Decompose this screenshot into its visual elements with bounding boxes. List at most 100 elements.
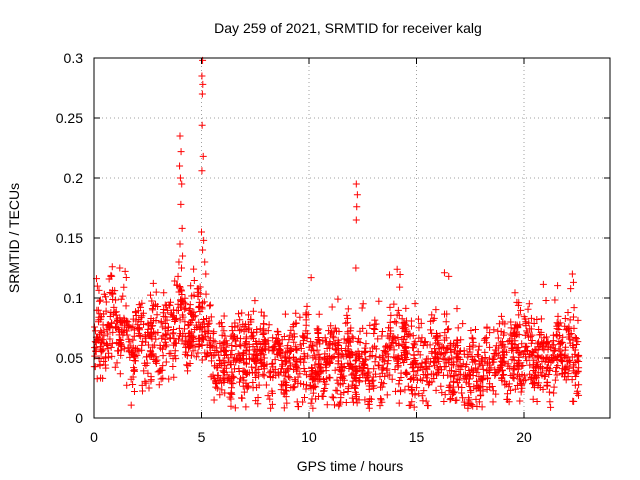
data-point [114, 325, 122, 333]
data-point [242, 403, 250, 411]
data-point [443, 326, 451, 334]
data-point [489, 398, 497, 406]
data-point [148, 322, 156, 330]
data-point [376, 353, 384, 361]
data-point [379, 354, 387, 362]
data-point [339, 380, 347, 388]
data-point [566, 316, 574, 324]
data-point [187, 351, 195, 359]
data-point [351, 357, 359, 365]
data-point [483, 339, 491, 347]
data-point [366, 348, 374, 356]
data-point [329, 394, 337, 402]
data-point [302, 371, 310, 379]
data-point [213, 384, 221, 392]
data-point [572, 372, 580, 380]
data-point [251, 346, 259, 354]
data-point [175, 288, 183, 296]
data-point [190, 313, 198, 321]
data-point [139, 337, 147, 345]
data-point [91, 338, 99, 346]
data-point [554, 312, 562, 320]
data-point [343, 311, 351, 319]
data-point [185, 321, 193, 329]
data-point [468, 352, 476, 360]
data-point [292, 309, 300, 317]
data-point [198, 228, 205, 236]
data-point [366, 380, 374, 388]
data-point [345, 337, 353, 345]
data-point [447, 395, 455, 403]
data-point [467, 387, 475, 395]
data-point [462, 378, 470, 386]
data-point [113, 315, 121, 323]
data-point [499, 371, 507, 379]
data-point [307, 274, 315, 282]
data-point [478, 361, 486, 369]
data-point [201, 258, 209, 266]
data-point [388, 375, 396, 383]
data-point [135, 301, 143, 309]
data-point [508, 344, 516, 352]
data-point [468, 401, 476, 409]
data-point [255, 381, 263, 389]
data-point [555, 337, 563, 345]
data-point [93, 282, 101, 290]
data-point [461, 401, 469, 409]
data-point [294, 402, 302, 410]
data-point [224, 354, 232, 362]
data-point [444, 371, 452, 379]
chart-title: Day 259 of 2021, SRMTID for receiver kal… [214, 20, 482, 36]
data-point [410, 340, 418, 348]
data-point [567, 329, 575, 337]
data-point [338, 366, 346, 374]
data-point [575, 381, 583, 389]
data-point [359, 363, 367, 371]
data-point [459, 320, 467, 328]
data-point [149, 279, 157, 287]
data-point [469, 356, 477, 364]
data-point [458, 362, 466, 370]
data-point [423, 374, 431, 382]
data-point [154, 368, 162, 376]
data-point [562, 376, 570, 384]
data-point [440, 398, 448, 406]
data-point [211, 338, 219, 346]
data-point [265, 346, 273, 354]
data-point [391, 354, 399, 362]
data-point [283, 381, 291, 389]
y-axis-label: SRMTID / TECUs [6, 183, 22, 293]
data-point [337, 374, 345, 382]
data-point [327, 322, 335, 330]
data-point [292, 377, 300, 385]
data-point [336, 363, 344, 371]
data-point [408, 398, 416, 406]
data-point [104, 330, 112, 338]
data-point [279, 360, 287, 368]
data-point [396, 283, 404, 291]
y-tick-label: 0.25 [56, 110, 83, 126]
data-point [384, 332, 392, 340]
data-point [524, 333, 532, 341]
data-point [548, 341, 556, 349]
data-point [370, 330, 378, 338]
data-point [481, 353, 489, 361]
data-point [434, 350, 442, 358]
data-point [280, 404, 288, 412]
data-point [283, 399, 291, 407]
data-point [326, 374, 334, 382]
data-point [371, 358, 379, 366]
data-point [494, 334, 502, 342]
data-point [221, 332, 229, 340]
data-point [265, 321, 273, 329]
data-point [442, 318, 450, 326]
data-point [553, 325, 561, 333]
data-point [462, 373, 470, 381]
data-point [454, 324, 462, 332]
data-point [391, 317, 399, 325]
data-point [281, 310, 289, 318]
data-point [344, 330, 352, 338]
data-point [240, 388, 248, 396]
data-point [148, 352, 156, 360]
data-point [129, 344, 137, 352]
